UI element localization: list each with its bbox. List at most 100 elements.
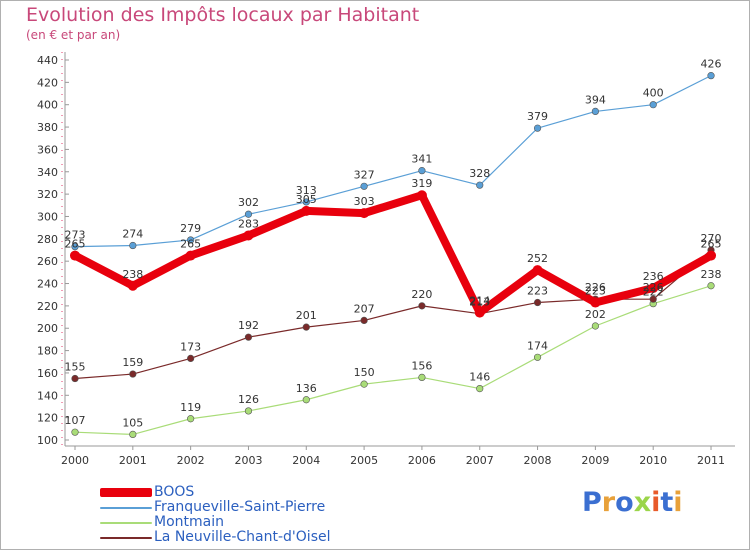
series-3-point <box>360 316 368 325</box>
series-3-point <box>187 354 195 363</box>
series-2-data-label: 150 <box>354 366 375 379</box>
series-3-data-label: 207 <box>354 302 375 315</box>
y-tick-label: 100 <box>37 434 58 447</box>
series-0-data-label: 305 <box>296 193 317 206</box>
line-chart: 100 120 140 160 180 200 220 240 260 280 300 320 340 3… <box>37 52 735 467</box>
y-tick-label: 240 <box>37 278 58 291</box>
series-2-point <box>533 353 542 361</box>
series-1-point <box>649 101 657 109</box>
series-1-point <box>71 243 79 251</box>
series-line-0 <box>71 191 716 317</box>
series-3-point <box>129 370 137 378</box>
series-1-point <box>707 72 715 80</box>
series-1-data-label: 341 <box>411 153 432 166</box>
series-1-point <box>129 241 137 250</box>
series-0-data-label: 265 <box>701 238 722 251</box>
series-line-2 <box>74 285 712 436</box>
series-2-data-label: 156 <box>411 359 432 372</box>
series-line-1 <box>74 75 712 248</box>
series-2-data-label: 136 <box>296 382 317 395</box>
y-tick-label: 340 <box>37 166 58 179</box>
series-3-data-label: 226 <box>585 281 606 294</box>
series-3-point <box>244 333 253 341</box>
series-0-data-label: 319 <box>411 177 432 190</box>
series-2-data-label: 119 <box>180 401 201 414</box>
series-3-point <box>71 374 79 383</box>
series-1-data-label: 279 <box>180 222 201 235</box>
legend-label: Montmain <box>154 514 224 530</box>
y-tick-label: 280 <box>37 233 58 246</box>
x-tick-label: 2011 <box>697 454 725 467</box>
x-tick-label: 2007 <box>466 454 494 467</box>
series-0-data-label: 265 <box>180 238 201 251</box>
series-0-point <box>243 230 254 241</box>
series-1-point <box>418 167 426 175</box>
y-tick-label: 380 <box>37 121 58 134</box>
x-tick-label: 2010 <box>639 454 667 467</box>
series-2-point <box>591 322 599 330</box>
series-1-data-label: 400 <box>643 87 664 100</box>
x-tick-label: 2009 <box>581 454 609 467</box>
series-3-data-label: 223 <box>527 285 548 298</box>
series-3-point <box>533 298 542 307</box>
legend-label: BOOS <box>154 484 195 500</box>
series-3-point <box>649 295 657 303</box>
legend-swatch <box>100 506 152 509</box>
series-0-data-label: 252 <box>527 252 548 265</box>
series-3-data-label: 192 <box>238 319 259 332</box>
y-tick-label: 300 <box>37 210 58 223</box>
series-2-point <box>476 384 484 393</box>
x-tick-label: 2001 <box>119 454 147 467</box>
series-1-point <box>302 198 310 206</box>
x-tick-label: 2000 <box>61 454 89 467</box>
series-2-data-label: 107 <box>65 414 86 427</box>
chart-subtitle: (en € et par an) <box>26 28 121 42</box>
x-tick-label: 2006 <box>408 454 436 467</box>
series-2-data-label: 174 <box>527 339 548 352</box>
series-0-point <box>359 208 370 219</box>
series-1-point <box>476 181 484 189</box>
series-0-data-label: 303 <box>354 195 375 208</box>
series-1-data-label: 327 <box>354 168 375 181</box>
series-1-data-label: 273 <box>65 229 86 242</box>
series-1-point <box>591 107 599 116</box>
series-0-data-label: 238 <box>122 268 143 281</box>
series-0-data-label: 214 <box>469 295 490 308</box>
series-3-point <box>418 302 426 310</box>
series-0-data-label: 265 <box>65 238 86 251</box>
series-3-data-label: 159 <box>122 356 143 369</box>
series-0-point <box>474 307 485 318</box>
y-tick-label: 220 <box>37 300 58 313</box>
series-0-data-label: 223 <box>585 285 606 298</box>
series-3-data-label: 270 <box>701 232 722 245</box>
series-1-data-label: 328 <box>469 167 490 180</box>
y-tick-label: 120 <box>37 412 58 425</box>
series-3-data-label: 201 <box>296 309 317 322</box>
legend-swatch <box>100 521 152 524</box>
x-tick-label: 2002 <box>177 454 205 467</box>
series-0-point <box>590 297 601 308</box>
series-3-point <box>302 323 310 331</box>
series-3-data-label: 220 <box>411 288 432 301</box>
series-1-data-label: 379 <box>527 110 548 123</box>
series-3-data-label: 173 <box>180 340 201 353</box>
x-tick-label: 2003 <box>234 454 262 467</box>
series-0-point <box>648 283 659 293</box>
series-0-point <box>127 280 138 291</box>
y-tick-label: 200 <box>37 322 58 335</box>
series-1-point <box>244 210 253 218</box>
y-tick-label: 320 <box>37 188 58 201</box>
series-2-data-label: 146 <box>469 371 490 384</box>
x-tick-label: 2004 <box>292 454 320 467</box>
proxiti-logo: Proxiti <box>582 487 683 518</box>
legend-swatch <box>100 536 152 539</box>
series-1-data-label: 313 <box>296 184 317 197</box>
series-1-data-label: 302 <box>238 196 259 209</box>
y-tick-label: 400 <box>37 99 58 112</box>
series-3-data-label: 213 <box>469 296 490 309</box>
series-2-point <box>302 396 310 404</box>
series-2-point <box>71 428 79 436</box>
series-2-point <box>187 415 195 423</box>
y-tick-label: 420 <box>37 76 58 89</box>
